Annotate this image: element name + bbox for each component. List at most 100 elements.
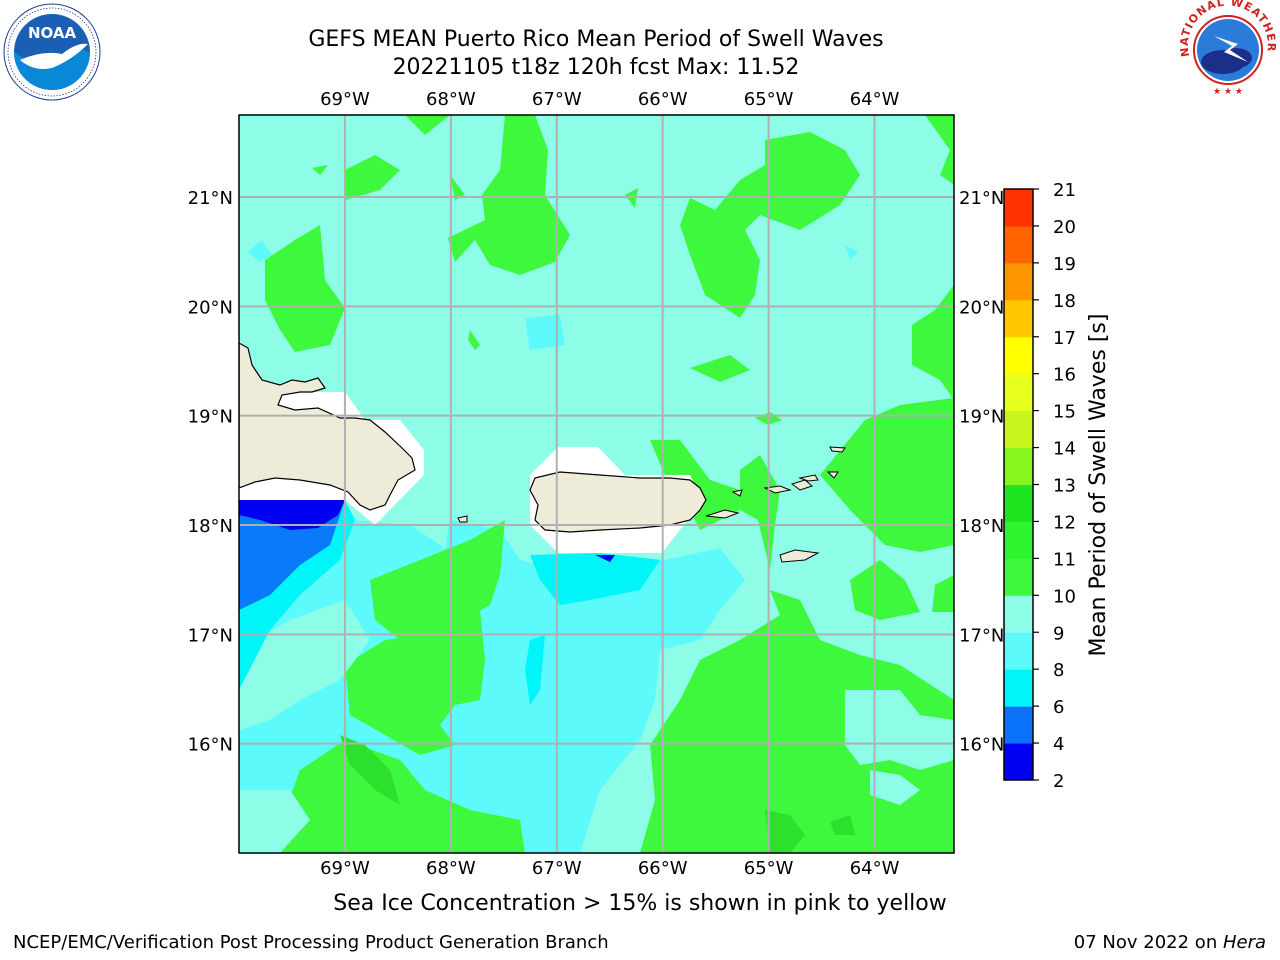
lat-label-right: 18°N [959, 516, 1004, 537]
lon-label-bottom: 68°W [426, 858, 476, 879]
lon-label-bottom: 66°W [638, 858, 688, 879]
swell-patch-9-10 [239, 600, 370, 730]
latitude-labels-right: 21°N 20°N 19°N 18°N 17°N 16°N [959, 188, 1004, 756]
colorbar-segment [1004, 632, 1033, 670]
colorbar-segment [1004, 299, 1033, 338]
swell-patch-8-9 [845, 245, 858, 260]
lon-label-top: 67°W [532, 89, 582, 110]
lat-label-right: 17°N [959, 625, 1004, 646]
colorbar: 2 4 6 8 9 10 11 12 13 14 15 16 17 18 19 20 21 [1003, 180, 1076, 792]
lon-label-top: 69°W [320, 89, 370, 110]
lat-label-left: 20°N [188, 297, 233, 318]
colorbar-segment [1004, 595, 1033, 633]
colorbar-segment [1004, 447, 1033, 485]
colorbar-label: Mean Period of Swell Waves [s] [1086, 314, 1111, 657]
colorbar-tick-label: 9 [1053, 623, 1064, 644]
swell-patch-10-11 [265, 225, 345, 352]
lat-label-left: 18°N [188, 516, 233, 537]
swell-patch-11-12 [340, 735, 400, 805]
land-st-croix [779, 549, 820, 563]
noaa-logo: NOAA [3, 3, 101, 101]
colorbar-segment [1004, 484, 1033, 522]
colorbar-tick-label: 12 [1053, 512, 1076, 533]
colorbar-tick-label: 11 [1053, 549, 1076, 570]
swell-patch-10-11 [870, 770, 920, 805]
colorbar-segment [1004, 189, 1033, 227]
swell-patch-10-11 [845, 690, 954, 770]
swell-patch-10-11 [820, 398, 954, 552]
footer-date-text: 07 Nov 2022 on [1073, 932, 1223, 953]
swell-patch-2-4 [595, 555, 615, 562]
swell-patch-10-11 [912, 285, 954, 400]
lon-label-top: 65°W [744, 89, 794, 110]
swell-patch-10-11 [932, 575, 954, 612]
noaa-logo-text: NOAA [28, 24, 77, 42]
swell-patch-10-11 [405, 115, 450, 135]
swell-patch-10-11 [450, 175, 465, 200]
land-hispaniola [239, 342, 416, 511]
lon-label-top: 66°W [638, 89, 688, 110]
swell-patch-9-10 [239, 790, 310, 853]
swell-patch-8-9 [248, 240, 272, 262]
chart-title-line2: 20221105 t18z 120h fcst Max: 11.52 [392, 55, 800, 80]
map-frame [238, 114, 955, 854]
land-virgin-islands [763, 485, 792, 494]
swell-patch-10-11 [925, 115, 954, 185]
colorbar-segment [1004, 743, 1033, 781]
svg-text:★ ★ ★: ★ ★ ★ [1213, 87, 1243, 97]
lon-label-top: 64°W [850, 89, 900, 110]
swell-patch-8-9 [525, 315, 565, 350]
lon-label-top: 68°W [426, 89, 476, 110]
land-mona-island [457, 515, 468, 523]
lat-label-left: 19°N [188, 407, 233, 428]
sea-ice-note: Sea Ice Concentration > 15% is shown in … [333, 891, 947, 916]
footer-date: 07 Nov 2022 on Hera [1074, 932, 1266, 953]
footer-host: Hera [1222, 932, 1266, 953]
longitude-labels-top: 69°W 68°W 67°W 66°W 65°W 64°W [320, 89, 900, 110]
colorbar-tick-label: 4 [1053, 734, 1064, 755]
swell-patch-10-11 [312, 165, 328, 175]
lat-label-left: 16°N [188, 735, 233, 756]
colorbar-tick-label: 19 [1053, 254, 1076, 275]
colorbar-tick-label: 2 [1053, 771, 1064, 792]
swell-patch-10-11 [690, 355, 750, 382]
colorbar-tick-label: 18 [1053, 291, 1076, 312]
lon-label-bottom: 69°W [320, 858, 370, 879]
colorbar-segment [1004, 410, 1033, 449]
lon-label-bottom: 64°W [850, 858, 900, 879]
colorbar-segment [1004, 336, 1033, 375]
colorbar-tick-label: 15 [1053, 402, 1076, 423]
colorbar-tick-label: 14 [1053, 439, 1076, 460]
land-anegada [829, 446, 846, 453]
colorbar-tick-label: 20 [1053, 217, 1076, 238]
swell-patch-6-8 [530, 553, 660, 605]
swell-patch-2-4 [239, 500, 345, 530]
lon-label-bottom: 65°W [744, 858, 794, 879]
colorbar-tick-label: 17 [1053, 328, 1076, 349]
colorbar-segment [1004, 521, 1033, 559]
longitude-labels-bottom: 69°W 68°W 67°W 66°W 65°W 64°W [320, 858, 900, 879]
land-culebra [731, 489, 743, 497]
swell-patch-10-11 [468, 330, 480, 350]
colorbar-segment [1004, 225, 1033, 264]
colorbar-tick-label: 8 [1053, 660, 1064, 681]
colorbar-tick-label: 6 [1053, 697, 1064, 718]
lat-label-right: 20°N [959, 297, 1004, 318]
footer-credit: NCEP/EMC/Verification Post Processing Pr… [13, 932, 609, 953]
colorbar-segment [1004, 558, 1033, 596]
lon-label-bottom: 67°W [532, 858, 582, 879]
land-vieques [705, 509, 740, 519]
lat-label-right: 19°N [959, 407, 1004, 428]
land-virgin-islands [798, 474, 819, 482]
land-virgin-islands [790, 479, 813, 491]
lat-label-left: 17°N [188, 625, 233, 646]
colorbar-tick-label: 16 [1053, 365, 1076, 386]
colorbar-tick-label: 13 [1053, 476, 1076, 497]
swell-patch-11-12 [830, 815, 855, 835]
nws-logo: NATIONAL WEATHER SERVICE ★ ★ ★ [1178, 0, 1277, 98]
latitude-labels-left: 21°N 20°N 19°N 18°N 17°N 16°N [188, 188, 233, 756]
colorbar-segment [1004, 706, 1033, 744]
lat-label-left: 21°N [188, 188, 233, 209]
swell-patch-10-11 [650, 440, 780, 570]
